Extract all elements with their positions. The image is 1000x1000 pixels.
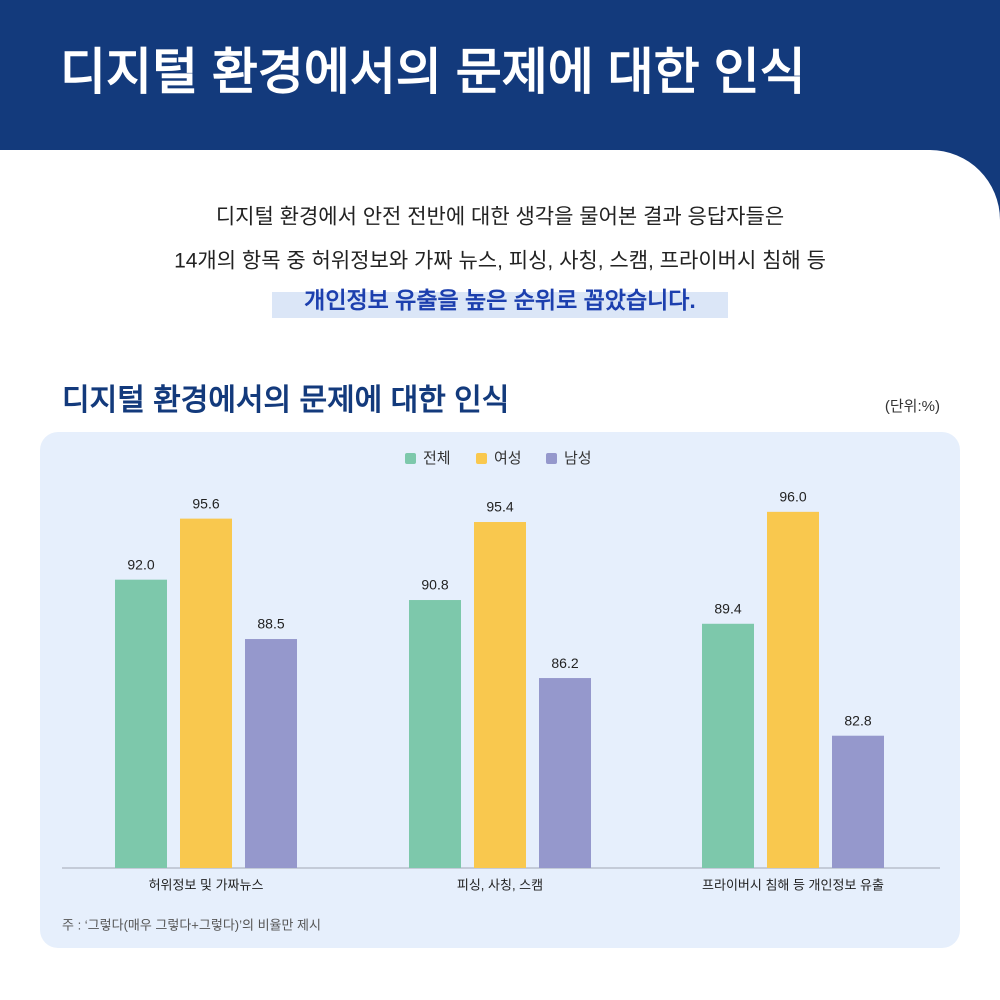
x-tick-label: 프라이버시 침해 등 개인정보 유출 [702, 877, 884, 892]
bar [409, 600, 461, 868]
value-label: 95.6 [192, 495, 219, 511]
highlight-bg [272, 292, 728, 318]
legend-swatch [476, 453, 487, 464]
legend-label: 여성 [494, 450, 522, 467]
intro-highlight: 개인정보 유출을 높은 순위로 꼽았습니다. [304, 287, 696, 313]
bar [474, 522, 526, 868]
page-title: 디지털 환경에서의 문제에 대한 인식 [60, 44, 806, 100]
value-label: 86.2 [551, 655, 578, 671]
legend-label: 남성 [564, 450, 592, 467]
value-label: 88.5 [257, 616, 284, 632]
intro-line: 디지털 환경에서 안전 전반에 대한 생각을 물어본 결과 응답자들은 [216, 206, 784, 229]
legend-swatch [405, 453, 416, 464]
bar [539, 678, 591, 868]
value-label: 96.0 [779, 489, 806, 505]
x-tick-label: 허위정보 및 가짜뉴스 [149, 877, 264, 892]
legend-swatch [546, 453, 557, 464]
note: 주 : ‘그렇다(매우 그렇다+그렇다)’의 비율만 제시 [62, 917, 321, 932]
unit-label: (단위:%) [885, 398, 940, 415]
x-tick-label: 피싱, 사칭, 스캠 [457, 877, 543, 892]
bar [832, 735, 884, 868]
intro-line: 14개의 항목 중 허위정보와 가짜 뉴스, 피싱, 사칭, 스캠, 프라이버시… [174, 250, 826, 273]
bar [702, 623, 754, 868]
value-label: 89.4 [714, 600, 741, 616]
chart-title: 디지털 환경에서의 문제에 대한 인식 [62, 384, 509, 417]
bar [115, 579, 167, 868]
bar [180, 518, 232, 868]
bar [245, 639, 297, 868]
legend-label: 전체 [423, 450, 451, 467]
bar [767, 511, 819, 868]
value-label: 95.4 [486, 499, 513, 515]
value-label: 92.0 [127, 556, 154, 572]
value-label: 90.8 [421, 577, 448, 593]
value-label: 82.8 [844, 712, 871, 728]
